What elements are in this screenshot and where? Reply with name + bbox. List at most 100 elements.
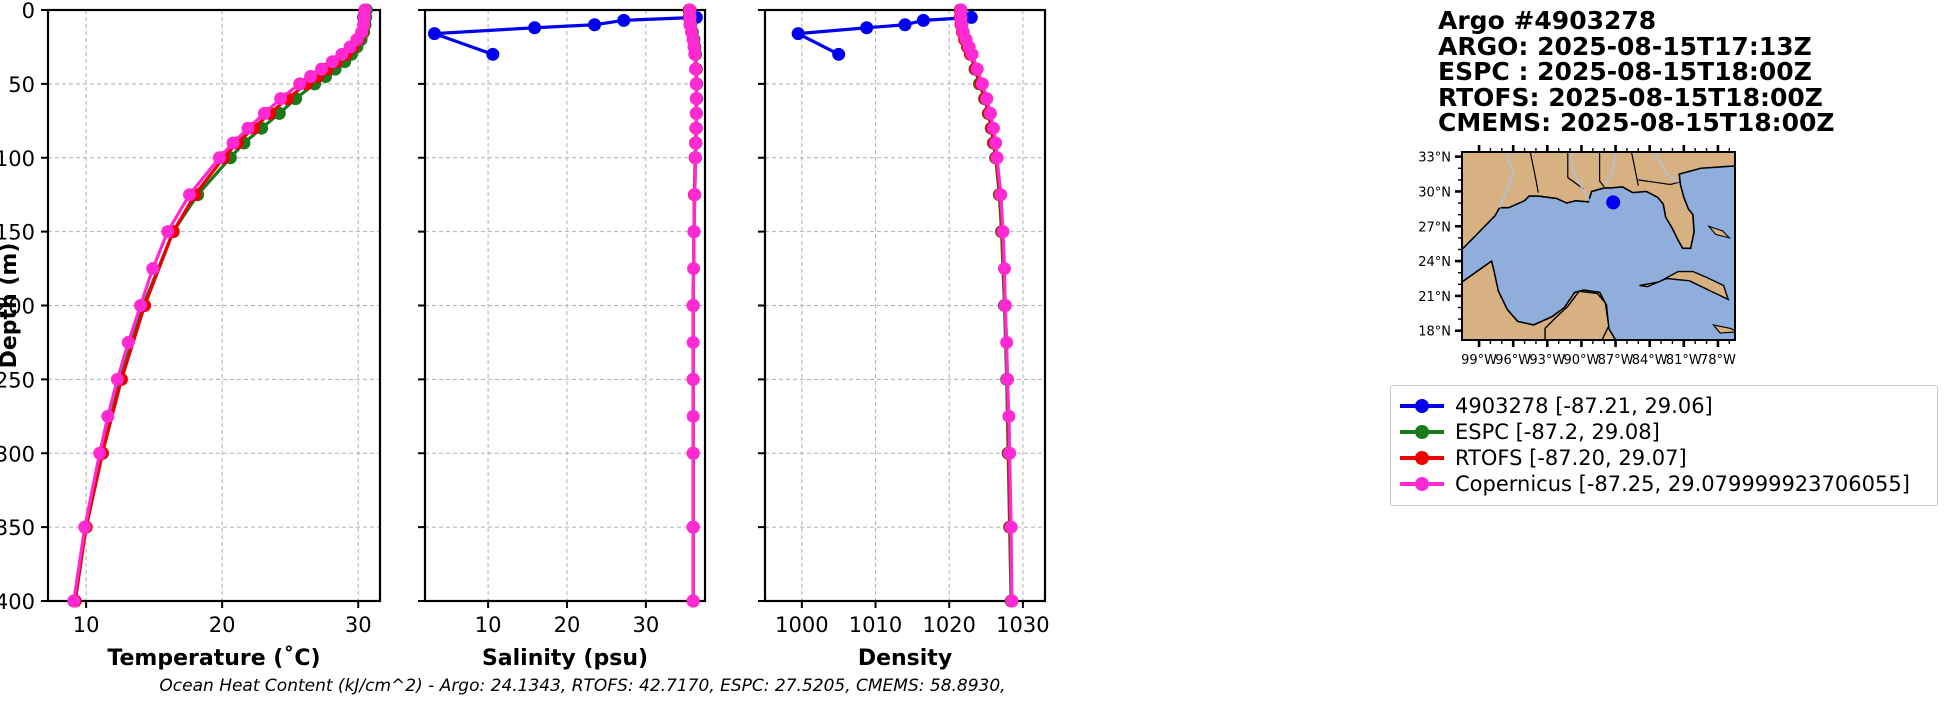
series-point [791,27,805,41]
series-line [796,15,973,56]
river-line [1653,152,1679,183]
series-point [997,262,1011,276]
series-point [983,106,997,120]
series-point [427,27,441,41]
series-point [689,92,703,106]
series-point [689,77,703,91]
legend-item-label: ESPC [-87.2, 29.08] [1455,420,1660,444]
temperature-chart: 10 20 30050100150200250300350400Temperatur… [0,0,382,671]
series-point [183,188,197,202]
series-point [688,188,702,202]
state-border [1599,152,1605,188]
header-line-argo-id: Argo #4903278 [1438,6,1657,35]
legend-marker-dot [1415,451,1429,465]
cuba-landmass [1639,270,1730,301]
legend-line-swatch [1400,451,1444,465]
x-tick-label: 10 [475,613,502,637]
river-line [1569,152,1591,202]
header-line-rtofs-time: RTOFS: 2025-08-15T18:00Z [1438,82,1823,112]
x-tick-label: 30 [632,613,659,637]
argo-float-marker [1606,195,1621,210]
state-border [1567,152,1585,190]
legend-item-espc[interactable]: ESPC [-87.2, 29.08] [1400,419,1928,445]
temperature-plot-panel: 10 20 30 0 50 100 150 200 250 300 350 400 Temperatur… [0,0,470,712]
series-point [965,47,979,61]
series-point [110,372,124,386]
salinity-plot-panel: 10 20 30 Salinity (psu) [410,0,810,712]
series-argo [427,10,703,61]
series-point [970,62,984,76]
series-legend: 4903278 [-87.21, 29.06] ESPC [-87.2, 29.0… [1390,385,1938,506]
series-cmems [954,3,1019,608]
series-point [617,13,631,27]
salinity-plot-area: 10 20 30 Salinity (psu) [418,3,707,671]
x-tick-label: 30 [345,613,372,637]
series-line [432,15,698,56]
legend-item-cmems[interactable]: Copernicus [-87.25, 29.079999923706055] [1400,471,1928,497]
series-point [1002,409,1016,423]
legend-marker-dot [1415,477,1429,491]
y-tick-label: 100 [0,147,35,171]
series-point [687,225,701,239]
legend-marker-dot [1415,399,1429,413]
legend-item-rtofs[interactable]: RTOFS [-87.20, 29.07] [1400,445,1928,471]
series-point [898,18,912,32]
legend-line-swatch [1400,425,1444,439]
series-point [293,77,307,91]
series-point [686,594,700,608]
ocean-heat-content-caption: Ocean Heat Content (kJ/cm^2) - Argo: 24.… [159,676,1006,696]
y-tick-label: 0 [22,0,35,23]
series-point [1000,335,1014,349]
density-chart: 1000 1010 1020 1030 Density [758,3,1050,671]
state-border [1630,152,1639,186]
location-map: 33°N 30°N 27°N 24°N 21°N 18°N 99°W 96°W 93°W 90°W… [1380,140,1940,380]
jamaica-landmass [1711,323,1735,334]
series-point [335,47,349,61]
map-geometry [1462,152,1735,340]
map-area: 33°N 30°N 27°N 24°N 21°N 18°N 99°W96°W93°W90°W… [1418,145,1736,368]
series-point [226,136,240,150]
y-tick-label: 350 [0,516,35,540]
series-point [67,594,81,608]
map-lon-label: 93°W [1529,353,1565,368]
x-tick-label: 20 [209,613,236,637]
series-point [688,47,702,61]
state-border [1529,152,1539,193]
density-plot-area: 1000 1010 1020 1030 Density [758,3,1050,671]
series-point [212,151,226,165]
info-side-panel: Argo #4903278 ARGO: 2025-08-15T17:13Z ES… [1380,0,1948,712]
river-line [1498,152,1515,209]
x-tick-label: 10 [73,613,100,637]
x-tick-label: 1000 [775,613,828,637]
series-point [528,21,542,35]
map-lon-label: 90°W [1563,353,1599,368]
series-point [314,62,328,76]
series-argo [791,10,978,61]
state-border [1638,179,1680,186]
map-lon-label: 96°W [1495,353,1531,368]
x-axis-label: Density [858,646,952,671]
series-point [101,409,115,423]
y-axis-label: Depth (m) [0,243,22,369]
series-point [687,262,701,276]
y-tick-label: 50 [8,73,35,97]
density-plot-panel: 1000 1010 1020 1030 Density [745,0,1165,712]
x-axis-label: Salinity (psu) [482,646,648,671]
legend-item-argo[interactable]: 4903278 [-87.21, 29.06] [1400,393,1928,419]
series-point [1000,372,1014,386]
map-lon-label: 84°W [1632,353,1668,368]
series-point [998,299,1012,312]
legend-item-label: 4903278 [-87.21, 29.06] [1455,394,1713,418]
x-tick-label: 1020 [922,613,975,637]
map-frame [1461,151,1736,341]
series-point [689,106,703,120]
series-point [989,136,1003,150]
series-point [980,92,994,106]
series-point [689,62,703,76]
series-point [994,188,1008,202]
series-point [588,18,602,32]
yucatan-landmass [1544,290,1610,340]
x-tick-label: 20 [554,613,581,637]
legend-line-swatch [1400,399,1444,413]
y-tick-label: 150 [0,221,35,245]
